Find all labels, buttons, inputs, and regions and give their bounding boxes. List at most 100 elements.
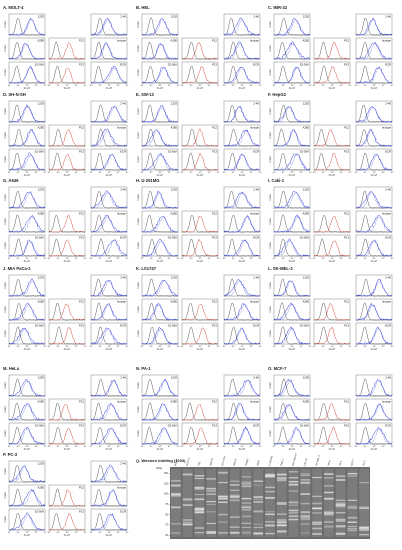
y-axis-title: Count bbox=[4, 45, 7, 51]
secondary-curve bbox=[313, 326, 351, 345]
subplot-label: Isotype bbox=[250, 126, 259, 130]
histogram-subplot: ECR 10⁰ 10¹ 10² 10³ 10⁴ FL1-H bbox=[89, 148, 129, 177]
x-tick-label: 10⁴ bbox=[390, 172, 393, 174]
isotype-curve bbox=[142, 66, 178, 84]
subplot-label: ECR bbox=[385, 424, 391, 428]
x-tick-label: 10³ bbox=[300, 445, 303, 448]
mw-marker: 250 bbox=[164, 472, 169, 475]
x-tick-label: 10² bbox=[291, 84, 294, 87]
x-tick-label: 10⁴ bbox=[83, 172, 86, 174]
subplot-label: 1203 bbox=[171, 15, 178, 19]
lane-label: HEL bbox=[197, 460, 201, 466]
subplot-label: ECR bbox=[385, 150, 391, 154]
histogram-subplot: A285 Count bbox=[4, 124, 46, 147]
x-tick-label: 10³ bbox=[208, 84, 211, 87]
y-axis-title: Count bbox=[4, 468, 7, 474]
subplot-label: ECR bbox=[385, 63, 391, 67]
x-tick-label: 10⁰ bbox=[222, 345, 225, 348]
antibody-curve bbox=[90, 239, 128, 257]
x-tick-label: 10² bbox=[26, 345, 29, 348]
x-tick-label: 10³ bbox=[75, 531, 78, 534]
x-tick-label: 10⁴ bbox=[348, 258, 351, 260]
x-tick-label: 10² bbox=[199, 171, 202, 174]
mw-marker: 75 bbox=[165, 503, 168, 506]
x-tick-label: 10¹ bbox=[99, 445, 102, 448]
x-tick-label: 10³ bbox=[382, 345, 385, 348]
isotype-curve bbox=[273, 65, 311, 84]
isotype-curve bbox=[313, 42, 351, 60]
x-axis-title: FL1-H bbox=[106, 349, 113, 351]
x-tick-label: 10³ bbox=[300, 171, 303, 174]
subplot-label: Isotype bbox=[117, 300, 126, 304]
secondary-curve bbox=[181, 128, 218, 147]
isotype-curve bbox=[355, 41, 392, 60]
x-tick-label: 10⁴ bbox=[308, 258, 311, 260]
histogram-subplot: Isotype bbox=[223, 298, 261, 321]
x-tick-label: 10¹ bbox=[322, 345, 325, 348]
x-axis-title: FL1-H bbox=[24, 449, 31, 451]
antibody-curve bbox=[355, 214, 393, 233]
x-tick-label: 10¹ bbox=[57, 257, 60, 260]
x-tick-label: 10² bbox=[291, 257, 294, 260]
secondary-curve bbox=[181, 304, 219, 321]
x-tick-label: 10⁴ bbox=[308, 85, 311, 87]
histogram-subplot: Isotype bbox=[90, 37, 128, 60]
x-tick-label: 10³ bbox=[75, 345, 78, 348]
subplot-label: 2-46 bbox=[253, 376, 259, 380]
histogram-subplot: S2-56A Count 10⁰ 10¹ 10² 10³ 10⁴ FL1-H bbox=[269, 61, 312, 90]
histogram-subplot: P13 10⁰ 10¹ 10² 10³ 10⁴ FL1-H bbox=[47, 508, 87, 537]
x-tick-label: 10⁰ bbox=[354, 171, 357, 174]
y-axis-title: Count bbox=[269, 108, 272, 114]
subplot-label: S2-56A bbox=[168, 324, 177, 328]
histogram-subplot: P12 bbox=[181, 124, 219, 147]
subplot-label: S2-56A bbox=[35, 510, 44, 514]
y-axis-title: Count bbox=[269, 194, 272, 200]
x-tick-label: 10⁴ bbox=[83, 346, 86, 348]
histogram-subplot: P12 bbox=[313, 37, 351, 60]
histogram-subplot: S2-56A Count 10⁰ 10¹ 10² 10³ 10⁴ FL1-H bbox=[4, 422, 47, 451]
y-axis-title: Count bbox=[137, 108, 140, 114]
isotype-curve bbox=[223, 214, 261, 233]
y-axis-title: Count bbox=[269, 430, 272, 436]
x-tick-label: 10⁰ bbox=[7, 171, 10, 174]
subplot-label: Isotype bbox=[250, 212, 259, 216]
y-axis-title: Count bbox=[4, 156, 7, 162]
subplot-label: P12 bbox=[79, 300, 84, 304]
y-axis-title: Count bbox=[4, 282, 7, 288]
x-tick-label: 10² bbox=[108, 84, 111, 87]
x-tick-label: 10³ bbox=[117, 84, 120, 87]
flow-panel-P: P. PC-3 1203 Count 2-46 A285 Count P12 Isotype S… bbox=[3, 452, 129, 537]
histogram-subplot: ECR 10⁰ 10¹ 10² 10³ 10⁴ FL1-H bbox=[354, 322, 394, 351]
x-tick-label: 10³ bbox=[300, 257, 303, 260]
x-tick-label: 10⁰ bbox=[272, 257, 275, 260]
x-tick-label: 10³ bbox=[208, 257, 211, 260]
x-tick-label: 10² bbox=[66, 445, 69, 448]
x-tick-label: 10⁰ bbox=[140, 171, 143, 174]
histogram-subplot: S2-56A Count 10⁰ 10¹ 10² 10³ 10⁴ FL1-H bbox=[4, 61, 47, 90]
subplot-label: P13 bbox=[212, 63, 217, 67]
x-tick-label: 10⁰ bbox=[47, 531, 50, 534]
y-axis-title: Count bbox=[269, 382, 272, 388]
x-axis-title: FL1-H bbox=[64, 535, 71, 537]
antibody-curve bbox=[8, 378, 46, 397]
panel-label: N. PA-1 bbox=[136, 366, 151, 371]
x-tick-label: 10² bbox=[331, 345, 334, 348]
x-tick-label: 10³ bbox=[340, 445, 343, 448]
x-tick-label: 10⁴ bbox=[258, 258, 261, 260]
subplot-label: P12 bbox=[344, 126, 349, 130]
x-tick-label: 10⁰ bbox=[222, 84, 225, 87]
antibody-curve bbox=[141, 18, 179, 36]
subplot-label: A285 bbox=[302, 39, 309, 43]
histogram-subplot: P13 10⁰ 10¹ 10² 10³ 10⁴ FL1-H bbox=[312, 148, 352, 177]
x-axis-title: FL1-H bbox=[289, 175, 296, 177]
lane-label: MCF-7 bbox=[350, 458, 355, 466]
secondary-curve bbox=[48, 129, 86, 147]
x-tick-label: 10¹ bbox=[17, 345, 20, 348]
histogram-subplot: P13 10⁰ 10¹ 10² 10³ 10⁴ FL1-H bbox=[47, 322, 87, 351]
isotype-curve bbox=[142, 402, 179, 421]
histogram-subplot: P12 bbox=[181, 398, 219, 421]
subplot-label: 1203 bbox=[303, 102, 310, 106]
x-tick-label: 10⁰ bbox=[354, 257, 357, 260]
x-tick-label: 10⁴ bbox=[176, 446, 179, 448]
subplot-label: P13 bbox=[79, 150, 84, 154]
